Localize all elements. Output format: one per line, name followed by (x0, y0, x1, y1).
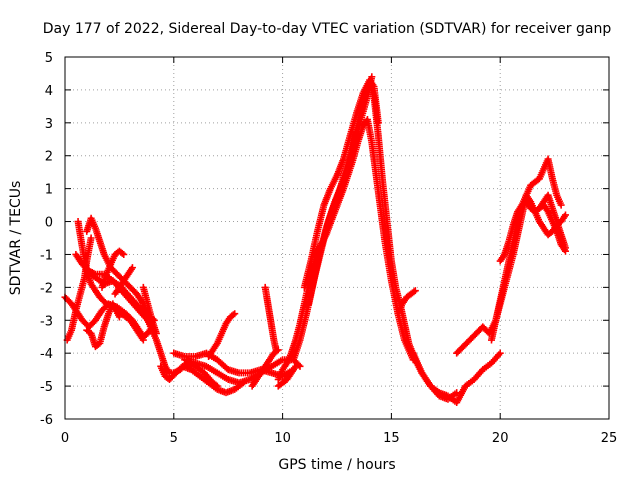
y-axis-label: SDTVAR / TECUs (8, 181, 24, 296)
y-tick-label: 0 (45, 216, 53, 231)
data-point (374, 119, 382, 127)
data-series-arc-24 (409, 349, 504, 407)
data-series-arc-17 (261, 283, 280, 354)
data-point (292, 362, 300, 370)
data-point (496, 349, 504, 357)
data-point (118, 249, 126, 257)
data-series-arc-21 (300, 76, 382, 291)
x-tick-label: 25 (601, 431, 618, 446)
chart-title: Day 177 of 2022, Sidereal Day-to-day VTE… (43, 21, 612, 37)
data-series-arc-9 (111, 264, 136, 298)
y-tick-label: -3 (40, 314, 53, 329)
data-point (561, 244, 569, 252)
data-point (128, 264, 136, 272)
x-tick-label: 15 (383, 431, 400, 446)
x-axis-label: GPS time / hours (278, 457, 395, 473)
data-series-arc-28 (535, 191, 569, 252)
y-tick-label: 3 (45, 117, 53, 132)
data-point (229, 311, 237, 319)
y-tick-label: -5 (40, 380, 53, 395)
y-tick-label: 4 (45, 84, 53, 99)
y-tick-label: 5 (45, 51, 53, 66)
data-layer (61, 73, 569, 407)
data-series-arc-12 (157, 362, 247, 397)
data-series-arc-23 (394, 287, 419, 318)
y-tick-label: -6 (40, 413, 53, 428)
data-series-arc-7 (83, 300, 123, 351)
data-series-arc-4 (83, 214, 152, 318)
data-point (561, 211, 569, 219)
data-point (231, 310, 239, 318)
data-series-arc-15 (205, 310, 239, 360)
y-tick-label: -1 (40, 248, 53, 263)
y-tick-label: 2 (45, 150, 53, 165)
data-point (115, 313, 123, 321)
x-tick-label: 0 (61, 431, 69, 446)
y-tick-label: -2 (40, 281, 53, 296)
y-tick-label: -4 (40, 347, 53, 362)
data-point (368, 73, 376, 81)
data-series-arc-22 (305, 73, 376, 308)
data-point (410, 288, 418, 296)
data-point (557, 201, 565, 209)
x-tick-label: 20 (492, 431, 509, 446)
data-point (139, 336, 147, 344)
data-series-arc-18 (274, 362, 300, 390)
data-series-arc-8 (98, 247, 128, 291)
y-tick-label: 1 (45, 183, 53, 198)
data-point (120, 250, 128, 258)
ticks: 0 5 10 15 20 25 -6 -5 -4 -3 -2 -1 0 1 2 3 4 5 (40, 51, 617, 446)
data-point (411, 287, 419, 295)
data-point (272, 346, 280, 354)
data-series-arc-3 (74, 218, 147, 344)
x-tick-label: 10 (274, 431, 291, 446)
x-tick-label: 5 (170, 431, 178, 446)
plot-frame (64, 56, 610, 420)
data-point (87, 234, 95, 242)
